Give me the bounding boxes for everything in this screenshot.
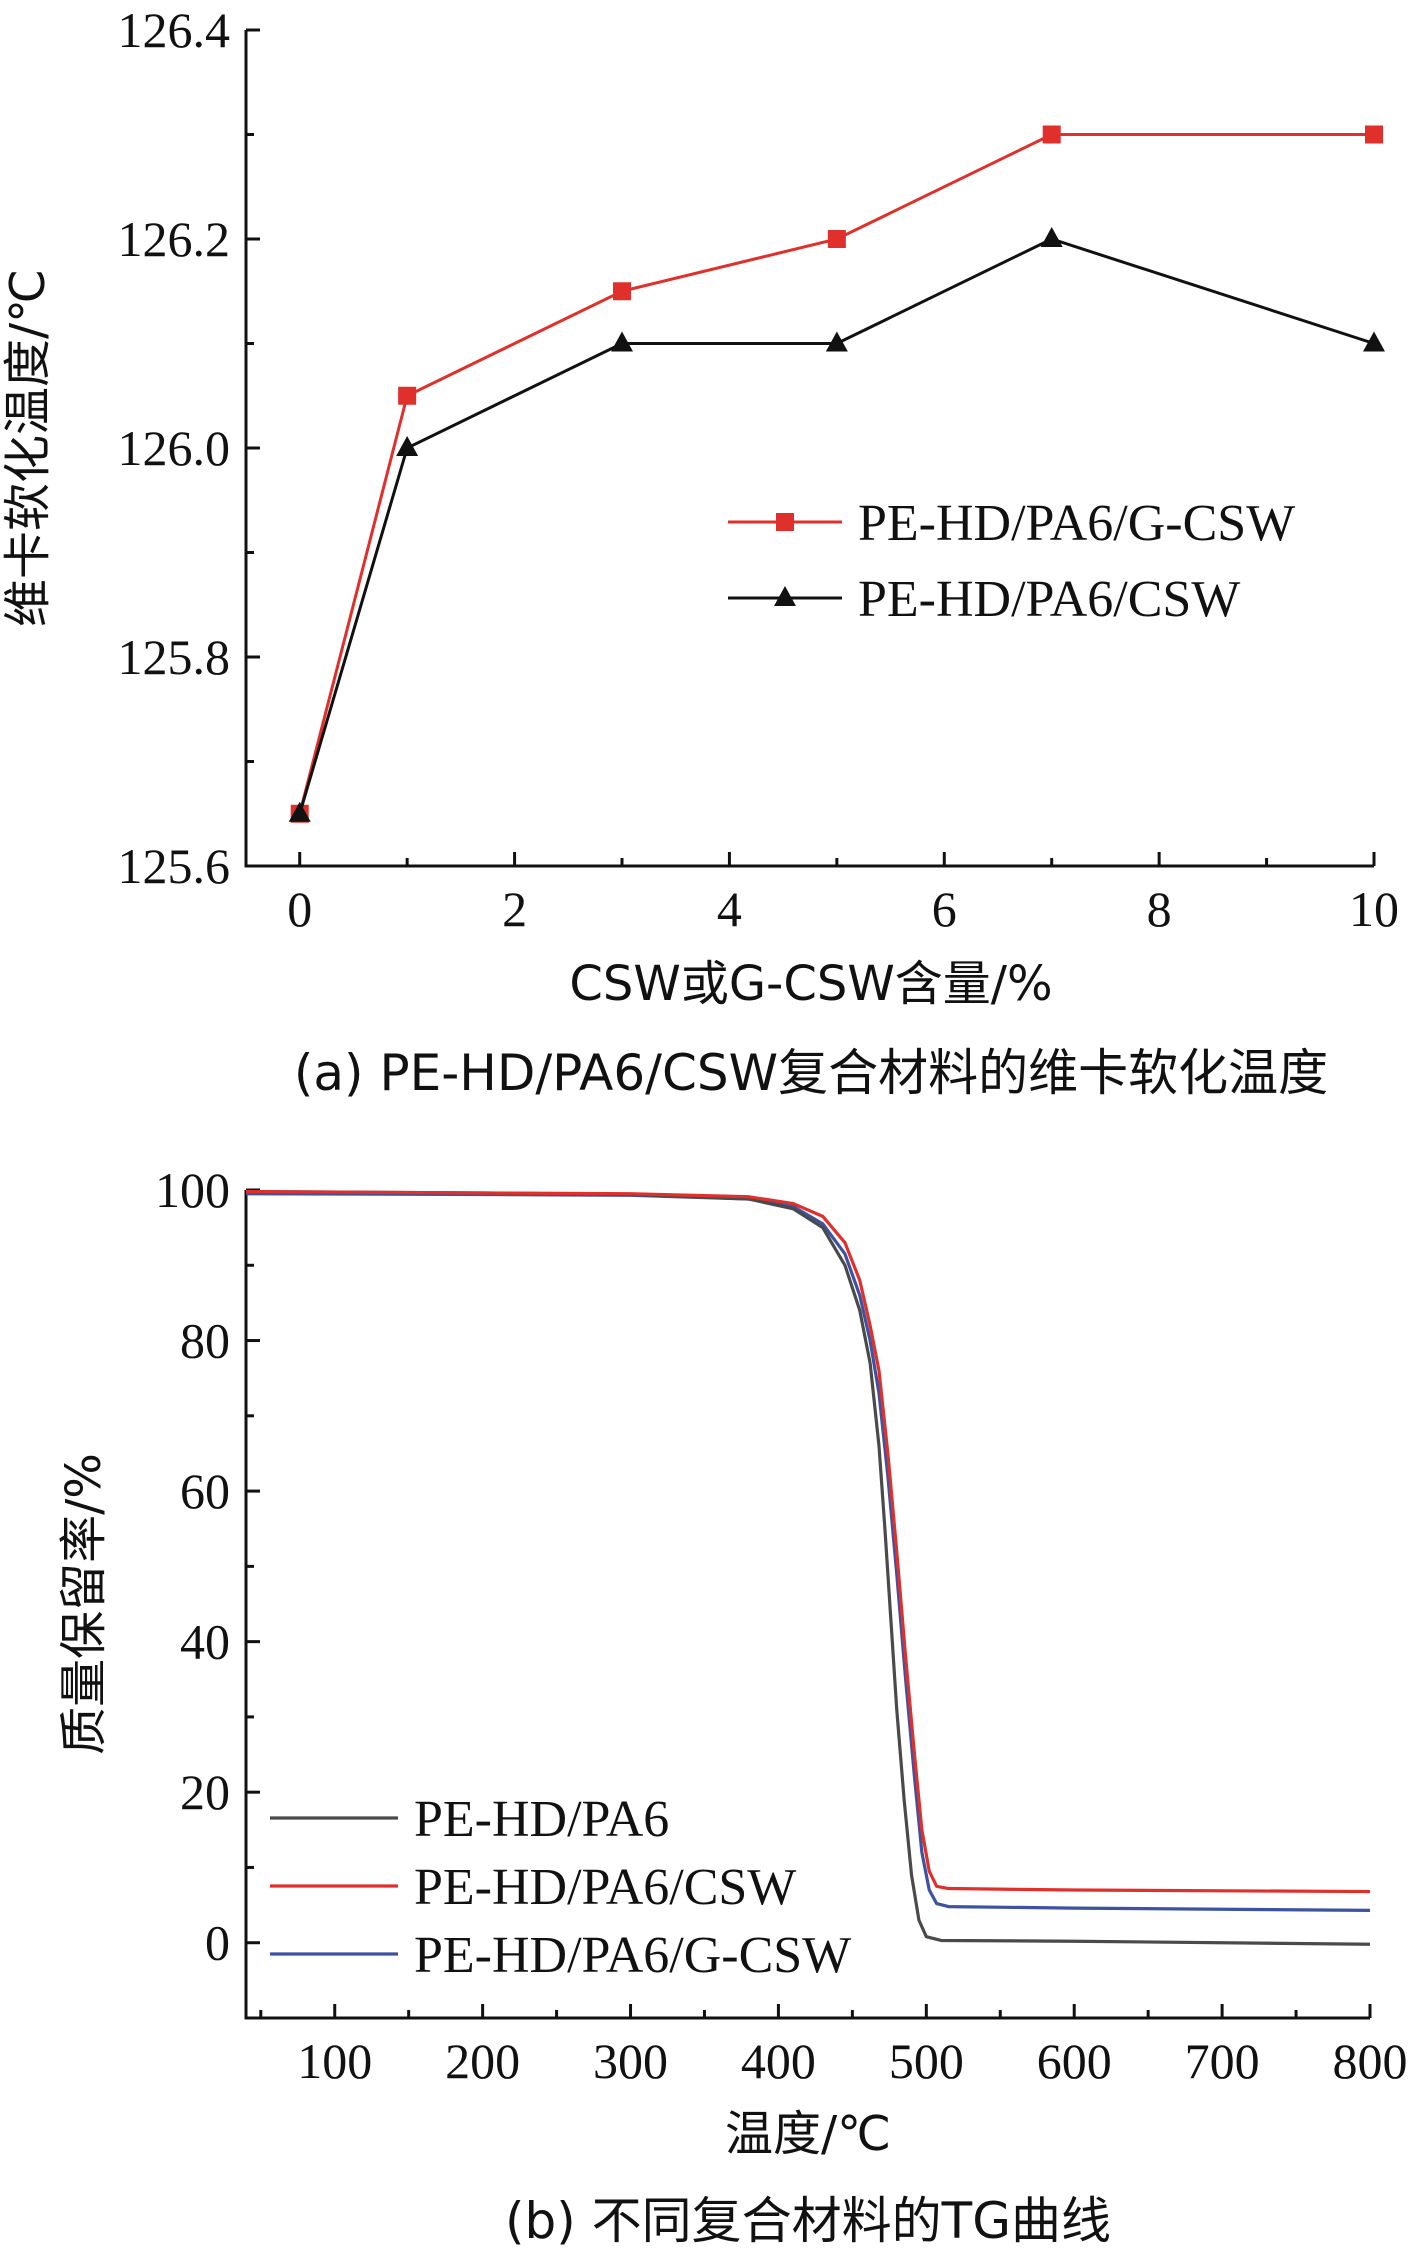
chart-a-vicat: 0 2 4 6 8 10 125.6 125.8 126.0 126.2 126.4 PE-HD/P… <box>0 2 1399 1102</box>
chart-b-y-tick-label: 20 <box>180 1764 230 1820</box>
chart-b-series <box>245 1189 1371 1946</box>
chart-b-y-tick-label: 100 <box>155 1162 230 1218</box>
chart-a-data-point <box>825 331 848 352</box>
chart-a-legend-label: PE-HD/PA6/CSW <box>858 571 1240 628</box>
chart-a-data-point <box>611 331 633 352</box>
chart-a-axes <box>244 30 1374 868</box>
chart-a-legend-label: PE-HD/PA6/G-CSW <box>858 495 1295 552</box>
chart-b-x-axis-title: 温度/℃ <box>725 2106 891 2162</box>
chart-a-ticks: 0 2 4 6 8 10 125.6 125.8 126.0 126.2 126.4 <box>118 2 1400 937</box>
chart-a-data-point <box>398 386 417 405</box>
chart-b-legend-label: PE-HD/PA6 <box>414 1791 669 1848</box>
chart-b-legend-label: PE-HD/PA6/G-CSW <box>414 1927 851 1984</box>
chart-a-y-tick-label: 125.6 <box>118 838 231 894</box>
chart-b-x-tick-label: 600 <box>1037 2033 1112 2089</box>
chart-b-y-tick-label: 40 <box>180 1614 230 1670</box>
chart-b-caption: (b) 不同复合材料的TG曲线 <box>505 2192 1111 2250</box>
chart-a-legend-marker <box>776 513 794 531</box>
chart-b-legend: PE-HD/PA6 PE-HD/PA6/CSW PE-HD/PA6/G-CSW <box>270 1791 851 1984</box>
chart-b-series-line-2 <box>245 1189 1371 1894</box>
chart-b-tg: 100 200 300 400 500 600 700 800 0 20 40 60 80 100 PE-… <box>56 1162 1408 2250</box>
chart-a-y-axis-title: 维卡软化温度/℃ <box>0 269 56 627</box>
chart-a-data-point <box>827 230 846 248</box>
chart-a-x-tick-label: 4 <box>717 881 742 937</box>
chart-b-legend-label: PE-HD/PA6/CSW <box>414 1859 796 1916</box>
chart-a-y-tick-label: 126.2 <box>118 211 231 267</box>
chart-b-y-tick-label: 80 <box>180 1313 230 1369</box>
chart-b-y-axis-title: 质量保留率/% <box>56 1453 112 1755</box>
chart-a-x-tick-label: 8 <box>1147 881 1172 937</box>
chart-b-x-tick-label: 100 <box>297 2033 372 2089</box>
chart-a-y-tick-label: 125.8 <box>118 629 231 685</box>
chart-a-series <box>288 125 1385 823</box>
chart-a-data-point <box>1040 227 1063 247</box>
chart-a-legend: PE-HD/PA6/G-CSW PE-HD/PA6/CSW <box>728 495 1295 628</box>
chart-b-y-tick-label: 60 <box>180 1463 230 1519</box>
chart-a-legend-marker <box>774 586 796 606</box>
chart-a-data-point <box>613 282 631 301</box>
chart-b-x-tick-label: 400 <box>741 2033 816 2089</box>
chart-a-x-axis-title: CSW或G-CSW含量/% <box>569 956 1052 1012</box>
chart-a-data-point <box>396 436 419 456</box>
chart-b-x-tick-label: 200 <box>445 2033 520 2089</box>
chart-b-y-tick-label: 0 <box>205 1915 230 1971</box>
chart-a-x-tick-label: 10 <box>1349 881 1399 937</box>
chart-b-x-tick-label: 800 <box>1333 2033 1408 2089</box>
chart-a-x-tick-label: 0 <box>287 881 312 937</box>
chart-b-axes <box>244 1190 1370 2020</box>
chart-b-x-tick-label: 500 <box>889 2033 964 2089</box>
chart-b-series-line-1 <box>245 1189 1371 1946</box>
chart-b-ticks: 100 200 300 400 500 600 700 800 0 20 40 60 80 100 <box>155 1162 1408 2089</box>
chart-a-data-point <box>1363 331 1385 352</box>
chart-a-data-point <box>288 801 311 822</box>
chart-a-data-point <box>1042 125 1061 144</box>
chart-a-y-tick-label: 126.4 <box>118 2 231 58</box>
chart-a-series-line-2 <box>298 237 1375 815</box>
chart-b-x-tick-label: 300 <box>593 2033 668 2089</box>
chart-a-caption: (a) PE-HD/PA6/CSW复合材料的维卡软化温度 <box>294 1044 1328 1102</box>
chart-a-series-line-1 <box>298 133 1374 815</box>
chart-b-x-tick-label: 700 <box>1185 2033 1260 2089</box>
chart-a-data-point <box>1365 125 1383 144</box>
chart-a-x-tick-label: 2 <box>502 881 527 937</box>
chart-a-y-tick-label: 126.0 <box>118 420 231 476</box>
chart-a-x-tick-label: 6 <box>932 881 957 937</box>
